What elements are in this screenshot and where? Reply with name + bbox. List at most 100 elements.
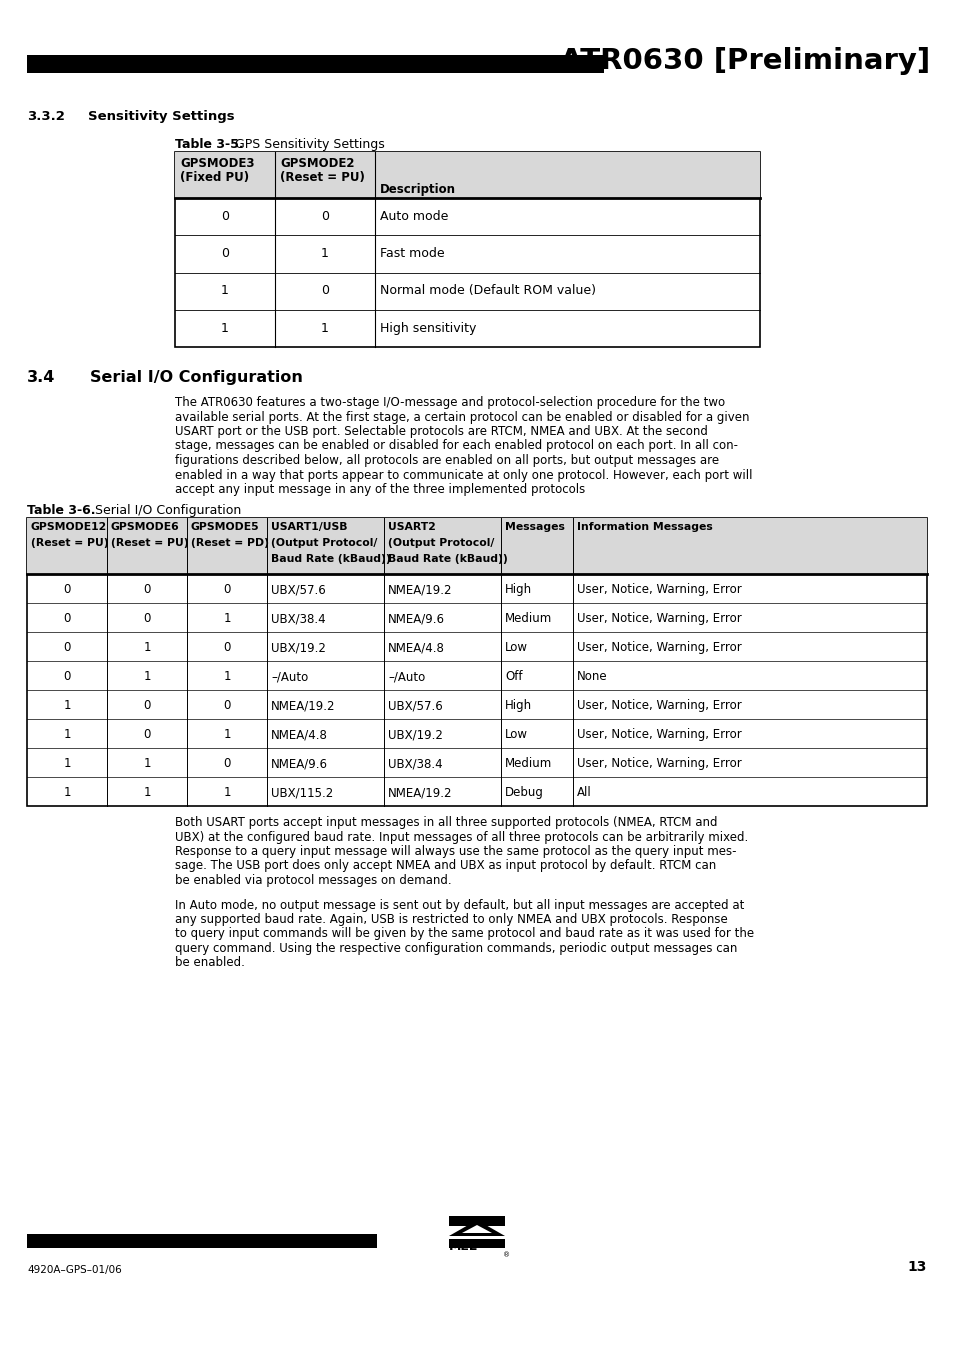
Bar [449,1216,504,1225]
Text: User, Notice, Warning, Error: User, Notice, Warning, Error [577,758,741,770]
Text: –/Auto: –/Auto [271,670,308,684]
Text: Baud Rate (kBaud)): Baud Rate (kBaud)) [271,554,391,563]
Text: Both USART ports accept input messages in all three supported protocols (NMEA, R: Both USART ports accept input messages i… [174,816,717,830]
Text: Off: Off [504,670,522,684]
Text: Fast mode: Fast mode [379,247,444,261]
Text: 0: 0 [320,209,329,223]
Text: In Auto mode, no output message is sent out by default, but all input messages a: In Auto mode, no output message is sent … [174,898,743,912]
Text: GPSMODE3: GPSMODE3 [180,157,254,170]
Text: 1: 1 [221,322,229,335]
Text: (Reset = PU): (Reset = PU) [30,538,109,549]
Text: User, Notice, Warning, Error: User, Notice, Warning, Error [577,612,741,626]
Text: accept any input message in any of the three implemented protocols: accept any input message in any of the t… [174,484,584,496]
Text: UBX/19.2: UBX/19.2 [388,728,442,742]
Text: NMEA/9.6: NMEA/9.6 [388,612,444,626]
Text: (Output Protocol/: (Output Protocol/ [388,538,494,549]
Text: High: High [504,584,532,596]
Text: Sensitivity Settings: Sensitivity Settings [88,109,234,123]
Polygon shape [449,1220,504,1236]
Text: 0: 0 [143,700,151,712]
Text: 1: 1 [223,786,231,800]
Text: Low: Low [504,728,527,742]
Text: to query input commands will be given by the same protocol and baud rate as it w: to query input commands will be given by… [174,928,753,940]
Text: USART port or the USB port. Selectable protocols are RTCM, NMEA and UBX. At the : USART port or the USB port. Selectable p… [174,426,707,438]
Text: 3.4: 3.4 [27,370,55,385]
Text: available serial ports. At the first stage, a certain protocol can be enabled or: available serial ports. At the first sta… [174,411,749,423]
Text: 13: 13 [906,1260,926,1274]
Text: 4920A–GPS–01/06: 4920A–GPS–01/06 [27,1265,122,1275]
Text: query command. Using the respective configuration commands, periodic output mess: query command. Using the respective conf… [174,942,737,955]
Text: UBX/57.6: UBX/57.6 [271,584,325,596]
Text: 0: 0 [63,670,71,684]
Text: 1: 1 [321,322,329,335]
Text: 0: 0 [223,700,231,712]
Text: (Reset = PU): (Reset = PU) [111,538,189,549]
Text: Table 3-5.: Table 3-5. [174,138,243,151]
Text: 1: 1 [143,758,151,770]
Bar [27,1233,376,1248]
Text: NMEA/9.6: NMEA/9.6 [271,758,328,770]
Text: 1: 1 [63,728,71,742]
Text: UBX/38.4: UBX/38.4 [388,758,442,770]
Bar [174,153,760,347]
Text: NMEA/4.8: NMEA/4.8 [271,728,328,742]
Text: 1: 1 [223,728,231,742]
Text: NMEA/19.2: NMEA/19.2 [271,700,335,712]
Text: Description: Description [379,182,456,196]
Text: Table 3-6.: Table 3-6. [27,504,95,517]
Text: NMEA/4.8: NMEA/4.8 [388,642,444,654]
Text: 3.3.2: 3.3.2 [27,109,65,123]
Text: ®: ® [502,1252,510,1258]
Text: 1: 1 [143,642,151,654]
Text: 1: 1 [63,786,71,800]
Text: Serial I/O Configuration: Serial I/O Configuration [75,504,241,517]
Text: UBX/38.4: UBX/38.4 [271,612,325,626]
Text: Medium: Medium [504,758,552,770]
Bar [27,517,926,807]
Text: 1: 1 [143,670,151,684]
Text: All: All [577,786,591,800]
Text: 1: 1 [223,670,231,684]
Text: Medium: Medium [504,612,552,626]
Text: 1: 1 [63,758,71,770]
Text: NMEA/19.2: NMEA/19.2 [388,584,452,596]
Text: (Reset = PU): (Reset = PU) [280,172,364,184]
Text: sage. The USB port does only accept NMEA and UBX as input protocol by default. R: sage. The USB port does only accept NMEA… [174,859,716,873]
Text: Low: Low [504,642,527,654]
Text: GPSMODE6: GPSMODE6 [111,521,179,532]
Text: GPSMODE5: GPSMODE5 [191,521,259,532]
Text: 0: 0 [320,285,329,297]
Text: 0: 0 [223,642,231,654]
Text: 1: 1 [221,285,229,297]
Text: ATR0630 [Preliminary]: ATR0630 [Preliminary] [559,47,929,76]
Text: UBX/19.2: UBX/19.2 [271,642,326,654]
Text: Serial I/O Configuration: Serial I/O Configuration [90,370,302,385]
Text: be enabled via protocol messages on demand.: be enabled via protocol messages on dema… [174,874,451,888]
Text: 1: 1 [321,247,329,261]
Text: 0: 0 [143,584,151,596]
Text: User, Notice, Warning, Error: User, Notice, Warning, Error [577,700,741,712]
Text: 0: 0 [63,642,71,654]
Text: 0: 0 [221,209,229,223]
Text: Information Messages: Information Messages [577,521,712,532]
Text: (Fixed PU): (Fixed PU) [180,172,249,184]
Bar [449,1239,504,1248]
Text: Baud Rate (kBaud)): Baud Rate (kBaud)) [388,554,507,563]
Text: USART2: USART2 [388,521,436,532]
Text: 0: 0 [143,612,151,626]
Text: MEL: MEL [449,1240,477,1252]
Text: GPS Sensitivity Settings: GPS Sensitivity Settings [214,138,384,151]
Text: Auto mode: Auto mode [379,209,448,223]
Text: Debug: Debug [504,786,543,800]
Text: 1: 1 [223,612,231,626]
Text: USART1/USB: USART1/USB [271,521,347,532]
Text: High: High [504,700,532,712]
Text: Messages: Messages [504,521,564,532]
Text: 0: 0 [143,728,151,742]
Text: GPSMODE2: GPSMODE2 [280,157,355,170]
Polygon shape [461,1225,492,1233]
Text: User, Notice, Warning, Error: User, Notice, Warning, Error [577,584,741,596]
Text: enabled in a way that ports appear to communicate at only one protocol. However,: enabled in a way that ports appear to co… [174,469,752,481]
Text: 1: 1 [63,700,71,712]
Text: UBX/57.6: UBX/57.6 [388,700,442,712]
